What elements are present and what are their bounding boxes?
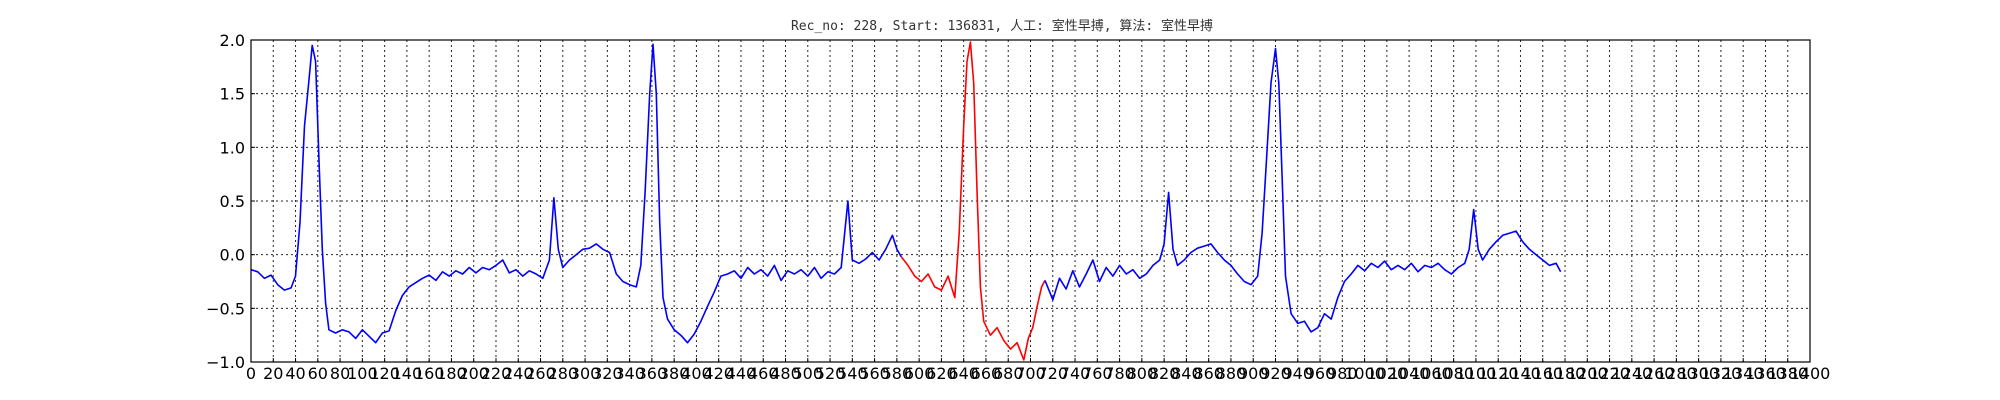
x-tick-label: 0 xyxy=(246,364,256,383)
x-tick-label: 760 xyxy=(1082,364,1113,383)
x-tick-label: 80 xyxy=(330,364,350,383)
x-tick-label: 1020 xyxy=(1366,364,1407,383)
x-tick-label: 320 xyxy=(592,364,623,383)
y-tick-label: 1.5 xyxy=(220,85,245,104)
x-tick-label: 640 xyxy=(948,364,979,383)
x-tick-label: 980 xyxy=(1327,364,1358,383)
x-tick-label: 900 xyxy=(1238,364,1269,383)
x-tick-label: 1060 xyxy=(1411,364,1452,383)
x-tick-label: 300 xyxy=(570,364,601,383)
x-tick-label: 1260 xyxy=(1634,364,1675,383)
x-tick-label: 580 xyxy=(882,364,913,383)
x-tick-label: 40 xyxy=(285,364,305,383)
x-tick-label: 880 xyxy=(1216,364,1247,383)
series-layer xyxy=(250,41,1562,361)
x-tick-label: 360 xyxy=(637,364,668,383)
x-tick-label: 820 xyxy=(1149,364,1180,383)
x-tick-label: 740 xyxy=(1060,364,1091,383)
x-tick-label: 1240 xyxy=(1611,364,1652,383)
x-tick-label: 420 xyxy=(703,364,734,383)
x-tick-label: 240 xyxy=(503,364,534,383)
x-tick-label: 1100 xyxy=(1456,364,1497,383)
y-tick-label: −0.5 xyxy=(206,299,245,318)
x-tick-label: 800 xyxy=(1127,364,1158,383)
x-tick-label: 520 xyxy=(815,364,846,383)
y-tick-label: 0.0 xyxy=(220,246,245,265)
x-tick-label: 1320 xyxy=(1701,364,1742,383)
x-tick-label: 1220 xyxy=(1589,364,1630,383)
x-tick-label: 1400 xyxy=(1790,364,1831,383)
x-tick-label: 460 xyxy=(748,364,779,383)
x-tick-label: 560 xyxy=(859,364,890,383)
x-tick-label: 500 xyxy=(793,364,824,383)
x-tick-label: 1340 xyxy=(1723,364,1764,383)
x-tick-label: 100 xyxy=(347,364,378,383)
x-tick-label: 660 xyxy=(971,364,1002,383)
x-tick-label: 700 xyxy=(1015,364,1046,383)
grid xyxy=(251,40,1810,362)
x-tick-label: 180 xyxy=(436,364,467,383)
series-line-3 xyxy=(1044,47,1562,333)
x-tick-label: 60 xyxy=(308,364,328,383)
x-tick-label: 960 xyxy=(1305,364,1336,383)
y-tick-label: 2.0 xyxy=(220,31,245,50)
series-line-1 xyxy=(250,43,902,344)
x-tick-label: 1360 xyxy=(1745,364,1786,383)
x-tick-label: 1300 xyxy=(1678,364,1719,383)
x-tick-label: 620 xyxy=(926,364,957,383)
y-tick-label: 0.5 xyxy=(220,192,245,211)
x-tick-label: 1040 xyxy=(1389,364,1430,383)
x-tick-label: 1200 xyxy=(1567,364,1608,383)
x-tick-label: 840 xyxy=(1171,364,1202,383)
x-tick-label: 140 xyxy=(392,364,423,383)
x-tick-label: 160 xyxy=(414,364,445,383)
x-tick-label: 1140 xyxy=(1500,364,1541,383)
x-axis: 0 20 40 60 801001201401601802002202402602803… xyxy=(246,358,1830,383)
y-tick-label: −1.0 xyxy=(206,353,245,372)
x-tick-label: 1380 xyxy=(1767,364,1808,383)
x-tick-label: 1120 xyxy=(1478,364,1519,383)
x-tick-label: 400 xyxy=(681,364,712,383)
x-tick-label: 940 xyxy=(1282,364,1313,383)
x-tick-label: 1280 xyxy=(1656,364,1697,383)
x-tick-label: 440 xyxy=(726,364,757,383)
x-tick-label: 860 xyxy=(1193,364,1224,383)
y-axis: −1.0 −0.5 0.0 0.5 1.0 1.5 2.0 xyxy=(206,31,255,372)
x-tick-label: 200 xyxy=(458,364,489,383)
x-tick-label: 1000 xyxy=(1344,364,1385,383)
x-tick-label: 1180 xyxy=(1545,364,1586,383)
x-tick-label: 120 xyxy=(369,364,400,383)
y-tick-label: 1.0 xyxy=(220,138,245,157)
x-tick-label: 220 xyxy=(481,364,512,383)
x-tick-label: 280 xyxy=(548,364,579,383)
x-tick-label: 1160 xyxy=(1522,364,1563,383)
chart-title: Rec_no: 228, Start: 136831, 人工: 室性早搏, 算法… xyxy=(791,18,1213,34)
x-tick-label: 1080 xyxy=(1433,364,1474,383)
x-tick-label: 600 xyxy=(904,364,935,383)
x-tick-label: 480 xyxy=(770,364,801,383)
x-tick-label: 720 xyxy=(1037,364,1068,383)
x-tick-label: 920 xyxy=(1260,364,1291,383)
x-tick-label: 20 xyxy=(263,364,283,383)
x-tick-label: 540 xyxy=(837,364,868,383)
x-tick-label: 380 xyxy=(659,364,690,383)
x-tick-label: 680 xyxy=(993,364,1024,383)
x-tick-label: 260 xyxy=(525,364,556,383)
x-tick-label: 780 xyxy=(1104,364,1135,383)
x-tick-label: 340 xyxy=(614,364,645,383)
series-line-2 xyxy=(900,41,1046,361)
